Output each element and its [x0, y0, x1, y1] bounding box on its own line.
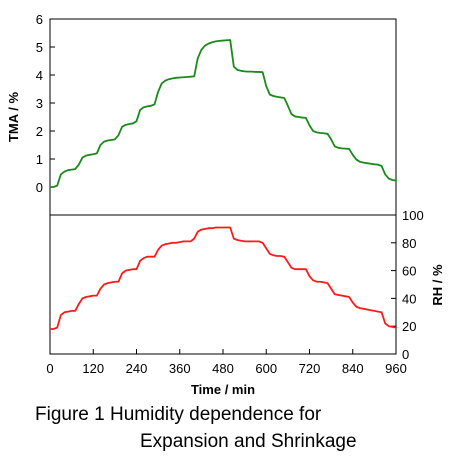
time-tick-label: 0 [46, 361, 53, 376]
rh-tick-label: 100 [402, 208, 424, 223]
rh-tick-label: 80 [402, 236, 416, 251]
tma-axis-ticks: 0 1 2 3 4 5 6 [36, 12, 55, 195]
time-tick-label: 240 [126, 361, 148, 376]
tma-tick-label: 4 [36, 68, 43, 83]
y-axis-title-tma: TMA / % [6, 92, 21, 143]
y-axis-title-rh: RH / % [430, 264, 445, 306]
tma-tick-label: 3 [36, 96, 43, 111]
tma-tick-label: 5 [36, 40, 43, 55]
time-axis-ticks: 0 120 240 360 480 600 720 840 960 [46, 349, 407, 376]
time-tick-label: 720 [299, 361, 321, 376]
tma-series-line [49, 39, 397, 188]
time-tick-label: 960 [385, 361, 407, 376]
time-tick-label: 120 [82, 361, 104, 376]
tma-series-group [49, 39, 397, 188]
time-tick-label: 480 [212, 361, 234, 376]
chart: 0 1 2 3 4 5 6 0 20 40 60 80 100 0 120 240 360 480 600 720… [6, 12, 445, 397]
x-axis-title: Time / min [191, 382, 255, 397]
rh-tick-label: 60 [402, 264, 416, 279]
time-tick-label: 600 [255, 361, 277, 376]
rh-tick-label: 0 [402, 347, 409, 362]
tma-tick-label: 0 [36, 180, 43, 195]
tma-tick-label: 6 [36, 12, 43, 27]
rh-series-group [49, 226, 397, 330]
chart-frame [49, 18, 397, 355]
rh-tick-label: 20 [402, 319, 416, 334]
figure-caption-line-1: Figure 1 Humidity dependence for [35, 404, 322, 425]
time-tick-label: 840 [342, 361, 364, 376]
plot-frame [49, 18, 397, 355]
figure-caption-line-2: Expansion and Shrinkage [140, 431, 357, 452]
tma-tick-label: 2 [36, 124, 43, 139]
time-tick-label: 360 [169, 361, 191, 376]
rh-tick-label: 40 [402, 291, 416, 306]
rh-series-line [49, 226, 397, 330]
tma-tick-label: 1 [36, 152, 43, 167]
rh-axis-ticks: 0 20 40 60 80 100 [391, 208, 424, 362]
